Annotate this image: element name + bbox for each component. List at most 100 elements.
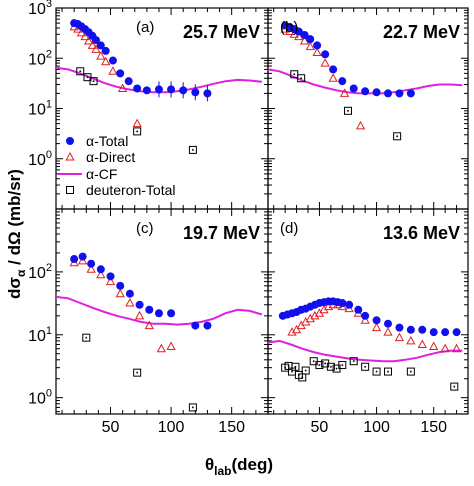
y-tick-label: 101 xyxy=(28,99,52,119)
energy-label: 13.6 MeV xyxy=(383,223,460,243)
energy-label: 22.7 MeV xyxy=(383,22,460,42)
panel-c: (c) 19.7 MeV xyxy=(55,208,269,415)
point-deuteron xyxy=(188,403,197,412)
panel-a: (a) 25.7 MeV xyxy=(55,7,269,210)
point-deuteron-dot xyxy=(304,369,307,372)
y-axis-label: dσα / dΩ (mb/sr) xyxy=(5,169,28,299)
energy-label: 19.7 MeV xyxy=(183,223,260,243)
point-direct xyxy=(429,341,439,351)
x-tick-label: 50 xyxy=(311,419,329,436)
point-total xyxy=(361,87,370,96)
x-axis-label: θlab(deg) xyxy=(205,455,273,478)
point-deuteron xyxy=(349,357,358,366)
point-total xyxy=(125,289,134,298)
point-deuteron xyxy=(393,132,402,141)
point-deuteron-dot xyxy=(92,80,95,82)
point-total xyxy=(384,89,392,98)
point-deuteron-dot xyxy=(330,365,332,368)
point-deuteron xyxy=(188,145,197,154)
point-direct xyxy=(291,324,302,334)
point-deuteron-dot xyxy=(341,364,344,366)
y-tick-label: 103 xyxy=(28,0,52,18)
point-direct xyxy=(80,31,90,41)
point-direct xyxy=(328,73,338,82)
point-deuteron xyxy=(297,74,306,83)
point-total xyxy=(96,265,105,274)
point-total xyxy=(429,328,438,337)
point-total xyxy=(203,321,212,330)
point-total xyxy=(372,316,381,325)
y-tick-label: 100 xyxy=(28,388,52,408)
point-direct xyxy=(320,58,330,67)
point-deuteron-dot xyxy=(410,370,412,373)
point-total xyxy=(167,309,176,318)
y-tick-label: 102 xyxy=(28,48,52,68)
point-deuteron xyxy=(384,367,392,376)
point-direct xyxy=(310,310,320,320)
series-line-cf xyxy=(55,295,263,326)
point-total xyxy=(191,321,200,330)
point-deuteron-dot xyxy=(375,370,378,373)
point-deuteron-dot xyxy=(291,370,293,373)
panel-label: (c) xyxy=(136,220,154,237)
point-direct xyxy=(87,40,97,49)
point-total xyxy=(300,31,309,40)
point-total xyxy=(338,299,347,308)
point-direct xyxy=(144,320,154,330)
point-deuteron-dot xyxy=(335,367,338,370)
point-total xyxy=(349,84,358,93)
panel-label: (b) xyxy=(280,19,298,36)
x-tick-label: 150 xyxy=(218,419,245,436)
point-direct xyxy=(417,339,427,349)
panel-d: (d) 13.6 MeV xyxy=(267,208,469,415)
point-deuteron-dot xyxy=(324,362,326,365)
point-deuteron-dot xyxy=(192,149,194,151)
point-total xyxy=(91,36,100,45)
point-deuteron-dot xyxy=(387,370,389,373)
point-direct xyxy=(371,322,382,332)
point-deuteron xyxy=(76,67,85,76)
point-direct xyxy=(96,51,106,60)
legend-marker-deuteron xyxy=(66,186,74,194)
point-deuteron xyxy=(82,333,91,342)
point-direct xyxy=(108,66,118,75)
point-deuteron xyxy=(406,367,415,376)
point-deuteron-dot xyxy=(312,360,315,363)
point-total xyxy=(338,77,347,86)
panel-label: (d) xyxy=(280,220,298,237)
point-deuteron-dot xyxy=(300,77,302,80)
point-total xyxy=(354,305,363,314)
series-line-cf xyxy=(267,339,463,363)
point-total xyxy=(384,319,392,328)
point-direct xyxy=(134,310,145,320)
point-deuteron xyxy=(133,368,142,377)
point-direct xyxy=(125,297,135,307)
y-tick-label: 100 xyxy=(28,149,52,169)
point-direct xyxy=(105,276,116,286)
point-total xyxy=(96,41,105,50)
point-total xyxy=(70,255,79,264)
point-deuteron-dot xyxy=(453,385,456,388)
point-deuteron xyxy=(89,77,98,86)
point-deuteron-dot xyxy=(352,360,355,363)
point-deuteron-dot xyxy=(136,371,138,374)
point-direct xyxy=(360,315,370,324)
point-total xyxy=(329,65,338,74)
point-deuteron xyxy=(291,362,300,371)
point-deuteron xyxy=(133,127,142,136)
point-direct xyxy=(305,313,315,323)
point-deuteron-dot xyxy=(79,70,82,73)
energy-label: 25.7 MeV xyxy=(183,22,260,42)
point-direct xyxy=(91,44,101,53)
point-deuteron-dot xyxy=(287,365,290,367)
point-deuteron xyxy=(372,367,381,376)
point-direct xyxy=(406,335,416,345)
point-total xyxy=(108,56,117,65)
point-total xyxy=(116,281,125,290)
point-deuteron xyxy=(326,362,335,371)
point-total xyxy=(145,305,154,314)
point-direct xyxy=(156,343,167,353)
point-total xyxy=(395,323,404,332)
